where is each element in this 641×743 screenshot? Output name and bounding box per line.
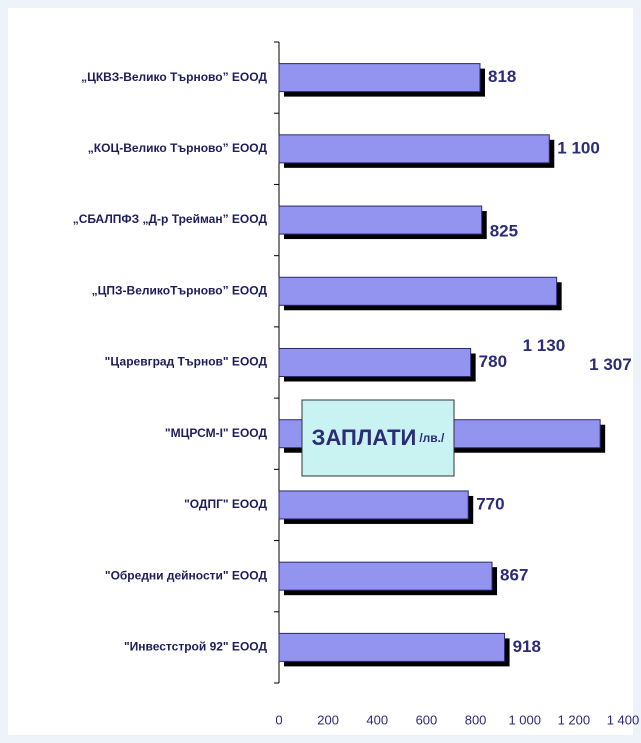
- x-tick-label: 0: [275, 712, 282, 727]
- bar: [278, 561, 493, 591]
- y-tick-label: "МЦРСМ-I" ЕООД: [165, 426, 268, 440]
- annotation-title: ЗАПЛАТИ: [312, 425, 417, 450]
- value-label: 918: [513, 637, 541, 656]
- y-tick-label: „СБАЛПФЗ „Д-р Трейман” ЕООД: [73, 212, 268, 226]
- value-label: 780: [479, 352, 507, 371]
- y-tick-label: „ЦПЗ-ВеликоТърново” ЕООД: [92, 283, 268, 297]
- value-label: 1 130: [523, 336, 566, 355]
- x-tick-label: 200: [317, 712, 339, 727]
- annotation-unit: /лв./: [419, 431, 445, 445]
- x-tick-label: 400: [366, 712, 388, 727]
- value-label: 1 100: [557, 138, 600, 157]
- annotation: ЗАПЛАТИ/лв./: [312, 425, 445, 450]
- bar: [278, 205, 483, 235]
- x-tick-label: 1 000: [508, 712, 541, 727]
- x-tick-label: 600: [416, 712, 438, 727]
- y-tick-label: „КОЦ-Велико Търново” ЕООД: [88, 141, 268, 155]
- bar: [278, 63, 481, 93]
- y-tick-label: "Инвестстрой 92" ЕООД: [124, 640, 267, 654]
- x-tick-label: 1 400: [607, 712, 640, 727]
- bar: [278, 632, 506, 662]
- y-tick-label: "ОДПГ" ЕООД: [184, 497, 267, 511]
- bar: [278, 348, 472, 377]
- bar: [278, 490, 469, 520]
- x-tick-label: 1 200: [558, 712, 591, 727]
- value-label: 770: [476, 494, 504, 513]
- value-label: 825: [490, 222, 518, 241]
- value-label: 1 307: [589, 355, 632, 374]
- value-label: 818: [488, 67, 516, 86]
- bar: [278, 276, 558, 306]
- x-tick-label: 800: [465, 712, 487, 727]
- y-tick-label: „ЦКВЗ-Велико Търново” ЕООД: [81, 70, 267, 84]
- y-tick-label: "Обредни дейности" ЕООД: [105, 568, 268, 582]
- annotation-box: [301, 399, 455, 477]
- value-label: 867: [500, 566, 528, 585]
- y-tick-label: "Царевград Търнов" ЕООД: [105, 355, 268, 369]
- bar: [278, 134, 550, 164]
